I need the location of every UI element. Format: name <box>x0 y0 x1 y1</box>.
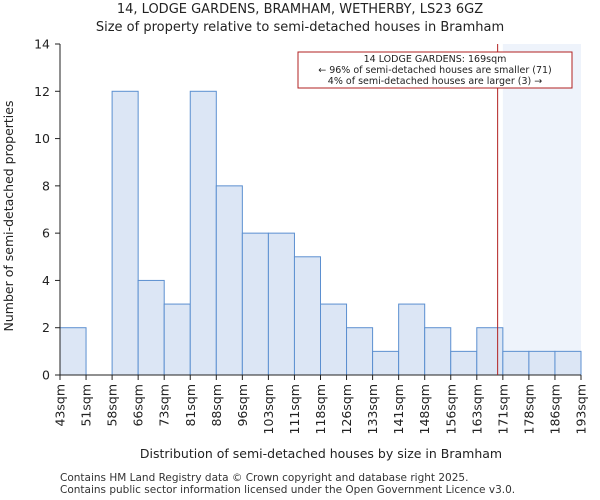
footer-licence: Contains public sector information licen… <box>60 484 516 496</box>
y-tick-label: 4 <box>42 273 50 288</box>
x-axis-label: Distribution of semi-detached houses by … <box>140 446 502 461</box>
chart-subtitle: Size of property relative to semi-detach… <box>95 20 505 35</box>
annotation-box <box>297 51 573 89</box>
annotation-text-line1: 14 LODGE GARDENS: 169sqm <box>364 54 507 65</box>
y-tick-label: 6 <box>42 226 50 241</box>
x-tick-label: 186sqm <box>547 384 562 434</box>
x-tick-label: 133sqm <box>365 384 380 434</box>
bar-171sqm <box>502 350 530 376</box>
bar-156sqm <box>450 350 478 376</box>
y-tick-label: 0 <box>42 368 50 383</box>
y-tick-label: 12 <box>34 84 50 99</box>
annotation-text-line2: ← 96% of semi-detached houses are smalle… <box>318 65 552 76</box>
x-tick-label: 171sqm <box>495 384 510 434</box>
x-tick-label: 118sqm <box>313 384 328 434</box>
x-tick-label: 111sqm <box>287 384 302 434</box>
bar-141sqm <box>398 303 426 376</box>
bar-118sqm <box>320 303 348 376</box>
x-tick-label: 81sqm <box>183 384 198 427</box>
bar-148sqm <box>424 327 452 376</box>
bar-88sqm <box>215 185 243 376</box>
bar-81sqm <box>189 90 217 376</box>
bar-111sqm <box>293 256 322 376</box>
x-tick-label: 103sqm <box>261 384 276 434</box>
x-tick-label: 88sqm <box>209 384 224 427</box>
x-tick-label: 126sqm <box>339 384 354 434</box>
bar-103sqm <box>267 232 295 376</box>
x-tick-label: 96sqm <box>235 384 250 427</box>
bar-126sqm <box>346 327 374 376</box>
bar-178sqm <box>528 350 556 376</box>
x-tick-label: 178sqm <box>521 384 536 434</box>
bar-66sqm <box>137 279 165 376</box>
x-tick-label: 163sqm <box>469 384 484 434</box>
bar-163sqm <box>476 327 504 376</box>
x-tick-label: 141sqm <box>391 384 406 434</box>
bar-96sqm <box>241 232 269 376</box>
x-tick-label: 156sqm <box>443 384 458 434</box>
x-tick-label: 73sqm <box>157 384 172 427</box>
y-axis-label: Number of semi-detached properties <box>1 101 16 332</box>
y-tick-label: 10 <box>34 131 50 146</box>
bar-73sqm <box>163 303 191 376</box>
footer-copyright: Contains HM Land Registry data © Crown c… <box>60 472 469 484</box>
highlight-region <box>502 44 581 375</box>
bar-186sqm <box>554 350 582 376</box>
x-tick-label: 66sqm <box>131 384 146 427</box>
y-tick-label: 2 <box>42 320 50 335</box>
x-tick-label: 193sqm <box>574 384 589 434</box>
bar-133sqm <box>372 350 400 376</box>
bar-58sqm <box>111 90 139 376</box>
x-tick-label: 58sqm <box>105 384 120 427</box>
y-tick-label: 14 <box>34 37 50 52</box>
annotation-text-line3: 4% of semi-detached houses are larger (3… <box>328 76 542 87</box>
x-tick-label: 43sqm <box>53 384 68 427</box>
y-tick-label: 8 <box>42 178 50 193</box>
x-tick-label: 51sqm <box>79 384 94 427</box>
x-tick-label: 148sqm <box>417 384 432 434</box>
chart-title: 14, LODGE GARDENS, BRAMHAM, WETHERBY, LS… <box>116 2 484 17</box>
bar-43sqm <box>59 327 87 376</box>
